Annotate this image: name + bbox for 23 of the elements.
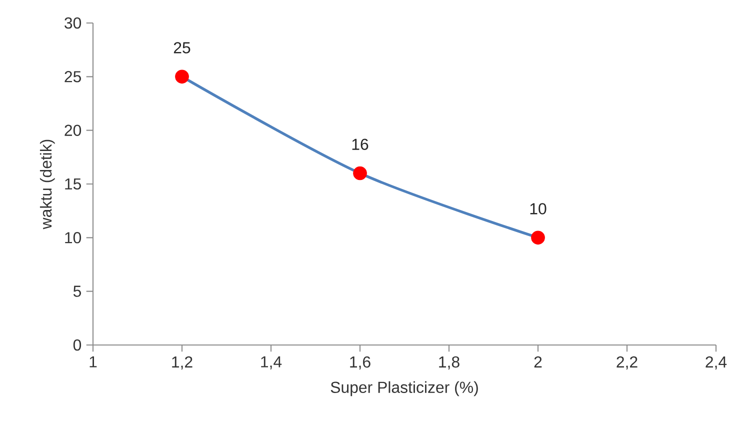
x-axis-title: Super Plasticizer (%) [330,381,478,396]
data-label: 25 [174,42,190,54]
x-tick-label: 2,2 [616,356,638,370]
data-label: 16 [352,138,368,150]
y-tick-label: 5 [73,286,81,297]
x-tick-label: 1,2 [172,356,192,370]
x-tick-label: 2 [534,356,542,368]
data-label: 10 [530,203,546,214]
x-tick-label: 1,4 [261,356,282,370]
y-tick-label: 20 [64,124,82,136]
y-tick-label: 10 [65,232,82,244]
point [175,70,189,84]
y-tick-label: 25 [64,71,81,82]
x-tick-label: 1 [90,356,97,368]
point [353,166,367,180]
y-tick-label: 15 [65,178,81,190]
x-tick-label: 2,4 [706,356,727,370]
point [531,230,545,245]
y-tick-label: 0 [73,339,82,351]
y-tick-label: 30 [64,17,82,29]
x-tick-label: 1,6 [350,356,370,370]
y-axis-title: waktu (detik) [40,140,55,230]
x-tick-label: 1,8 [439,356,460,370]
